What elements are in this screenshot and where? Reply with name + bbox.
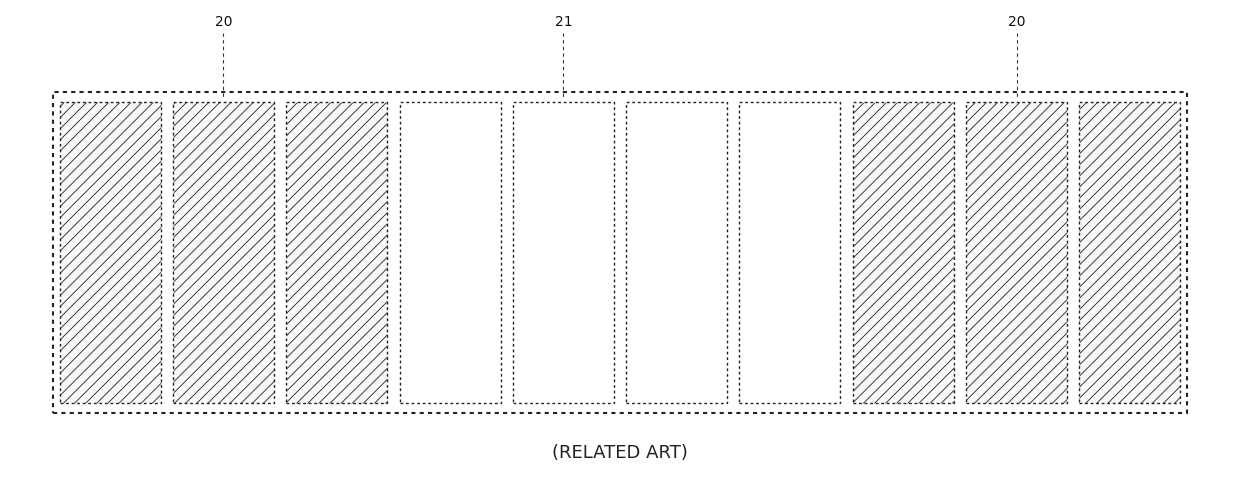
Bar <box>60 101 161 403</box>
Bar <box>513 101 614 403</box>
Bar <box>739 101 841 403</box>
Bar <box>1079 101 1180 403</box>
Bar <box>399 101 501 403</box>
Bar <box>853 101 954 403</box>
Bar <box>172 101 274 403</box>
Bar <box>53 92 1187 413</box>
Bar <box>286 101 387 403</box>
Text: 21: 21 <box>554 14 572 29</box>
Text: 20: 20 <box>1008 14 1025 29</box>
Bar <box>626 101 727 403</box>
Text: (RELATED ART): (RELATED ART) <box>552 444 688 462</box>
Text: 20: 20 <box>215 14 232 29</box>
Bar <box>966 101 1068 403</box>
